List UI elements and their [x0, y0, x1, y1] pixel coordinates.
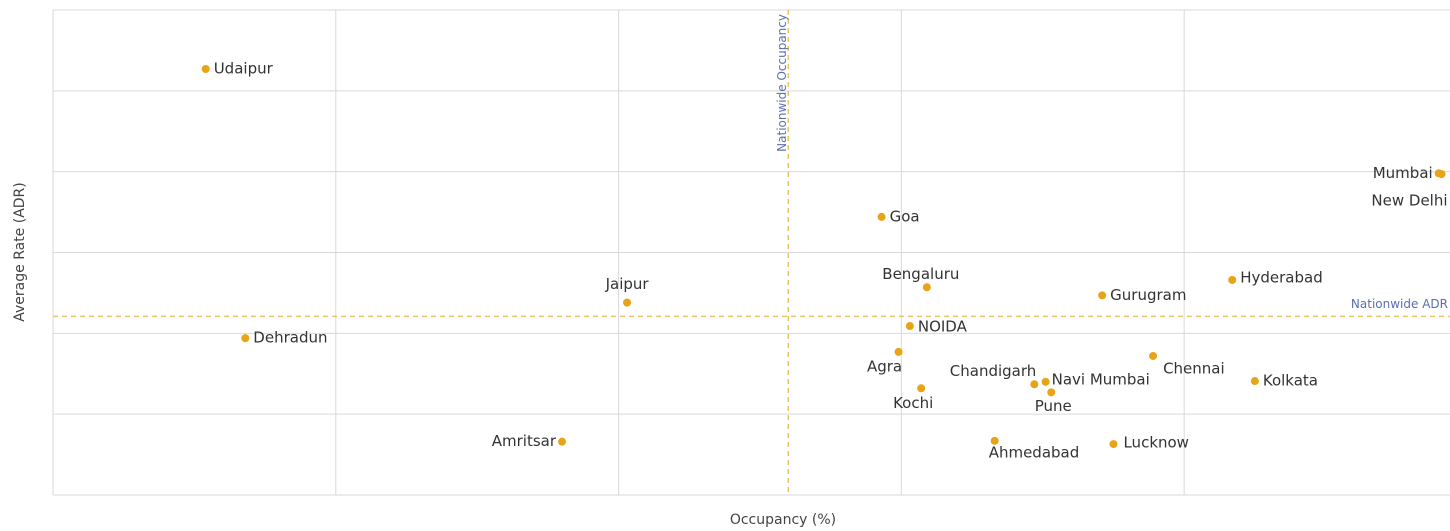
point-label: Mumbai [1373, 164, 1433, 182]
point [1098, 291, 1107, 300]
point-label: Udaipur [214, 60, 274, 78]
point-label: New Delhi [1371, 192, 1447, 210]
point-label: NOIDA [918, 318, 968, 336]
point-label: Kolkata [1263, 372, 1318, 390]
point [241, 334, 250, 343]
point [1030, 380, 1039, 389]
point-label: Lucknow [1123, 434, 1189, 452]
point [1437, 170, 1446, 179]
point-label: Jaipur [605, 275, 650, 293]
point [917, 384, 926, 393]
x-axis-label: Occupancy (%) [730, 512, 836, 528]
point-label: Gurugram [1110, 286, 1186, 304]
point [1228, 275, 1237, 284]
point [894, 347, 903, 356]
point [623, 298, 632, 307]
point [922, 283, 931, 292]
point [990, 436, 999, 445]
point [201, 65, 210, 74]
point-label: Ahmedabad [989, 443, 1080, 461]
point [1047, 388, 1056, 397]
point-label: Pune [1035, 397, 1072, 415]
point-label: Chandigarh [950, 362, 1037, 380]
point [1149, 351, 1158, 360]
point-label: Agra [867, 357, 902, 375]
point-label: Bengaluru [882, 265, 959, 283]
point [1041, 377, 1050, 386]
point-label: Goa [890, 207, 920, 225]
y-axis-label: Average Rate (ADR) [12, 182, 28, 322]
point [558, 437, 567, 446]
point-label: Amritsar [492, 432, 557, 450]
point-label: Hyderabad [1240, 268, 1323, 286]
reference-label: Nationwide ADR [1351, 297, 1448, 311]
point [877, 212, 886, 221]
reference-label: Nationwide Occupancy [775, 14, 789, 152]
point [1250, 377, 1259, 386]
point-label: Navi Mumbai [1052, 370, 1150, 388]
point-label: Dehradun [253, 329, 327, 347]
point-label: Kochi [893, 394, 933, 412]
point [1109, 440, 1118, 449]
point-label: Chennai [1163, 359, 1225, 377]
point [905, 322, 914, 331]
